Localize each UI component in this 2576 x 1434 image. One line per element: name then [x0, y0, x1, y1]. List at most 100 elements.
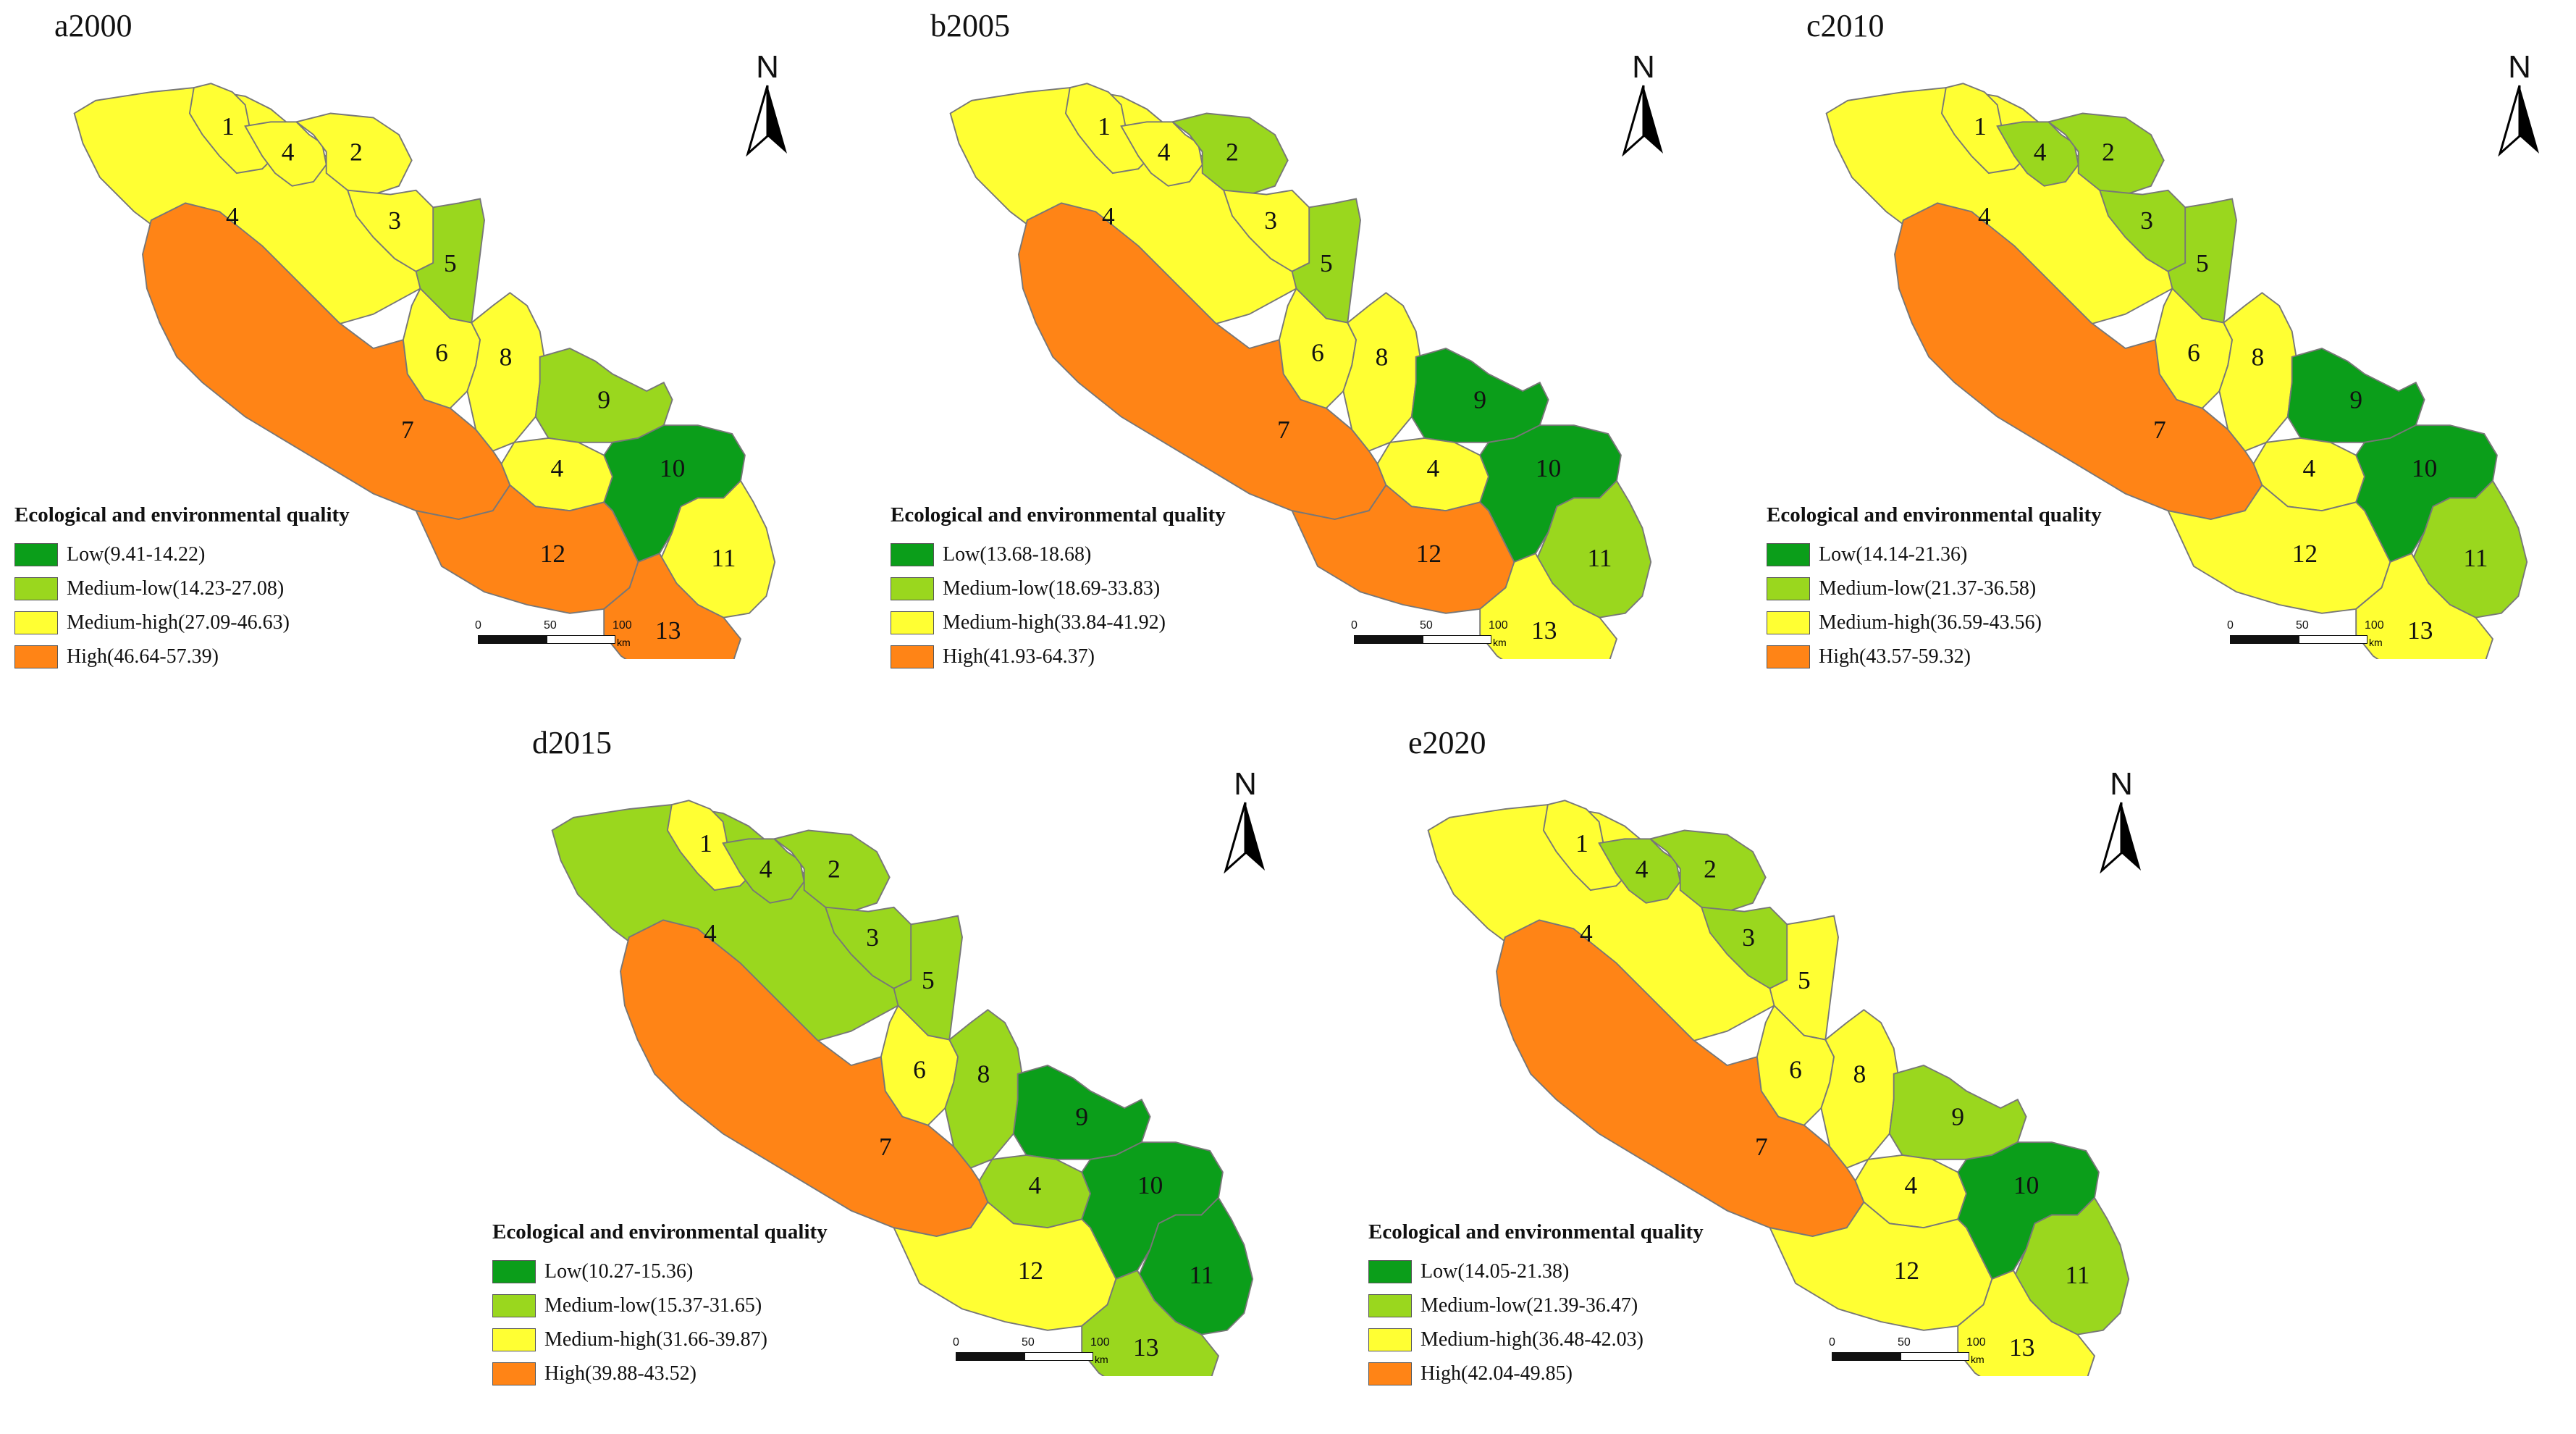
region-label: 4 [1426, 453, 1439, 482]
region-r2 [2047, 112, 2165, 196]
region-label: 4 [550, 453, 563, 482]
region-label: 4 [1978, 201, 1991, 230]
region-r9 [2286, 347, 2425, 443]
legend-label: Low(14.14-21.36) [1819, 542, 1968, 566]
region-label: 12 [1416, 539, 1441, 568]
region-r12 [1768, 1201, 1993, 1331]
region-label: 2 [350, 137, 363, 166]
region-label: 4 [1028, 1170, 1041, 1199]
legend-item: High(43.57-59.32) [1767, 640, 2102, 674]
region-label: 6 [1311, 338, 1324, 367]
north-arrow: N [1615, 51, 1672, 160]
region-r6 [1756, 1004, 1835, 1126]
region-r5 [415, 198, 485, 324]
region-r8 [944, 1009, 1023, 1169]
region-label: 3 [866, 923, 879, 952]
panel-title: b2005 [930, 8, 1010, 43]
panel-title: e2020 [1408, 725, 1486, 760]
scale-tick: 0 [475, 619, 481, 632]
region-r8 [2218, 292, 2297, 452]
region-label: 8 [500, 343, 513, 372]
region-label: 9 [2349, 385, 2362, 414]
region-label: 11 [2463, 543, 2488, 572]
region-label: 9 [597, 385, 610, 414]
region-label: 4 [226, 201, 239, 230]
region-label: 10 [2013, 1170, 2039, 1199]
scale-tick: 100 [1966, 1336, 1986, 1349]
legend-label: Medium-high(36.59-43.56) [1819, 611, 2042, 634]
scale-tick: 50 [1420, 619, 1433, 632]
legend-item: Medium-low(21.39-36.47) [1368, 1288, 1704, 1322]
region-label: 12 [540, 539, 565, 568]
scale-unit: km [1493, 637, 1507, 648]
legend-item: Medium-low(14.23-27.08) [14, 571, 350, 605]
region-r2 [295, 112, 413, 196]
legend-swatch [1368, 1328, 1412, 1351]
region-r8 [1820, 1009, 1899, 1169]
region-label: 6 [913, 1055, 926, 1084]
region-label: 5 [922, 965, 935, 994]
region-label: 9 [1075, 1102, 1088, 1131]
region-label: 10 [1137, 1170, 1163, 1199]
legend-label: Low(13.68-18.68) [943, 542, 1092, 566]
region-label: 11 [1587, 543, 1612, 572]
legend-title: Ecological and environmental quality [492, 1220, 828, 1244]
north-arrow: N [1216, 768, 1274, 877]
region-r13 [1479, 553, 1618, 659]
legend-label: High(46.64-57.39) [67, 645, 219, 668]
region-r2 [1649, 829, 1767, 913]
region-label: 13 [2009, 1333, 2034, 1362]
scale-tick: 100 [613, 619, 632, 632]
region-label: 6 [435, 338, 448, 367]
choropleth-map: 4 7 1 4 2 3 5 6 8 9 4 10 11 12 13 [551, 800, 1254, 1376]
region-label: 9 [1951, 1102, 1964, 1131]
legend-label: Medium-low(14.23-27.08) [67, 576, 285, 600]
region-label: 12 [1894, 1256, 1919, 1285]
north-arrow: N [738, 51, 796, 160]
legend-item: Low(14.14-21.36) [1767, 537, 2102, 571]
scale-tick: 100 [1090, 1336, 1110, 1349]
legend-item: High(42.04-49.85) [1368, 1357, 1704, 1391]
scale-bar: 0 50 100 km [953, 1336, 1110, 1365]
legend-item: Low(10.27-15.36) [492, 1254, 828, 1288]
legend-swatch [1368, 1259, 1412, 1283]
region-label: 7 [2153, 415, 2166, 444]
legend-label: Medium-low(21.39-36.47) [1420, 1293, 1638, 1317]
legend-label: High(42.04-49.85) [1420, 1362, 1573, 1385]
region-label: 5 [2196, 248, 2209, 277]
choropleth-map: 4 7 1 4 2 3 5 6 8 9 4 10 11 12 13 [73, 83, 776, 659]
scale-bar: 0 50 100 km [1351, 619, 1508, 648]
legend: Ecological and environmental quality Low(… [1368, 1220, 1704, 1391]
legend: Ecological and environmental quality Low(… [1767, 503, 2102, 674]
map-panel-e2020: e2020 4 7 1 4 2 3 5 6 8 9 4 10 11 12 13 N Ecological and … [1368, 724, 2223, 1434]
north-arrow-icon [746, 85, 787, 157]
region-label: 4 [2034, 137, 2047, 166]
scale-tick: 0 [953, 1336, 959, 1349]
region-label: 4 [704, 918, 717, 947]
legend-label: High(43.57-59.32) [1819, 645, 1971, 668]
legend-swatch [1767, 542, 1810, 566]
region-label: 5 [1320, 248, 1333, 277]
legend-label: Medium-low(15.37-31.65) [544, 1293, 762, 1317]
north-label: N [2110, 766, 2133, 802]
legend-swatch [891, 576, 934, 600]
scale-segment [1024, 1352, 1093, 1361]
choropleth-map: 4 7 1 4 2 3 5 6 8 9 4 10 11 12 13 [1427, 800, 2130, 1376]
region-label: 3 [1742, 923, 1755, 952]
legend-item: Medium-high(36.59-43.56) [1767, 605, 2102, 640]
legend-item: Low(14.05-21.38) [1368, 1254, 1704, 1288]
north-label: N [2508, 49, 2531, 85]
region-label: 1 [1974, 112, 1987, 141]
region-label: 4 [1102, 201, 1115, 230]
legend-swatch [14, 645, 58, 668]
legend-item: Medium-low(18.69-33.83) [891, 571, 1226, 605]
scale-tick: 50 [1022, 1336, 1035, 1349]
legend-item: High(46.64-57.39) [14, 640, 350, 674]
north-arrow: N [2491, 51, 2548, 160]
region-r6 [2154, 287, 2234, 409]
legend-swatch [891, 611, 934, 634]
scale-unit: km [2369, 637, 2383, 648]
region-r6 [402, 287, 481, 409]
legend-label: Low(9.41-14.22) [67, 542, 206, 566]
region-r5 [2167, 198, 2237, 324]
